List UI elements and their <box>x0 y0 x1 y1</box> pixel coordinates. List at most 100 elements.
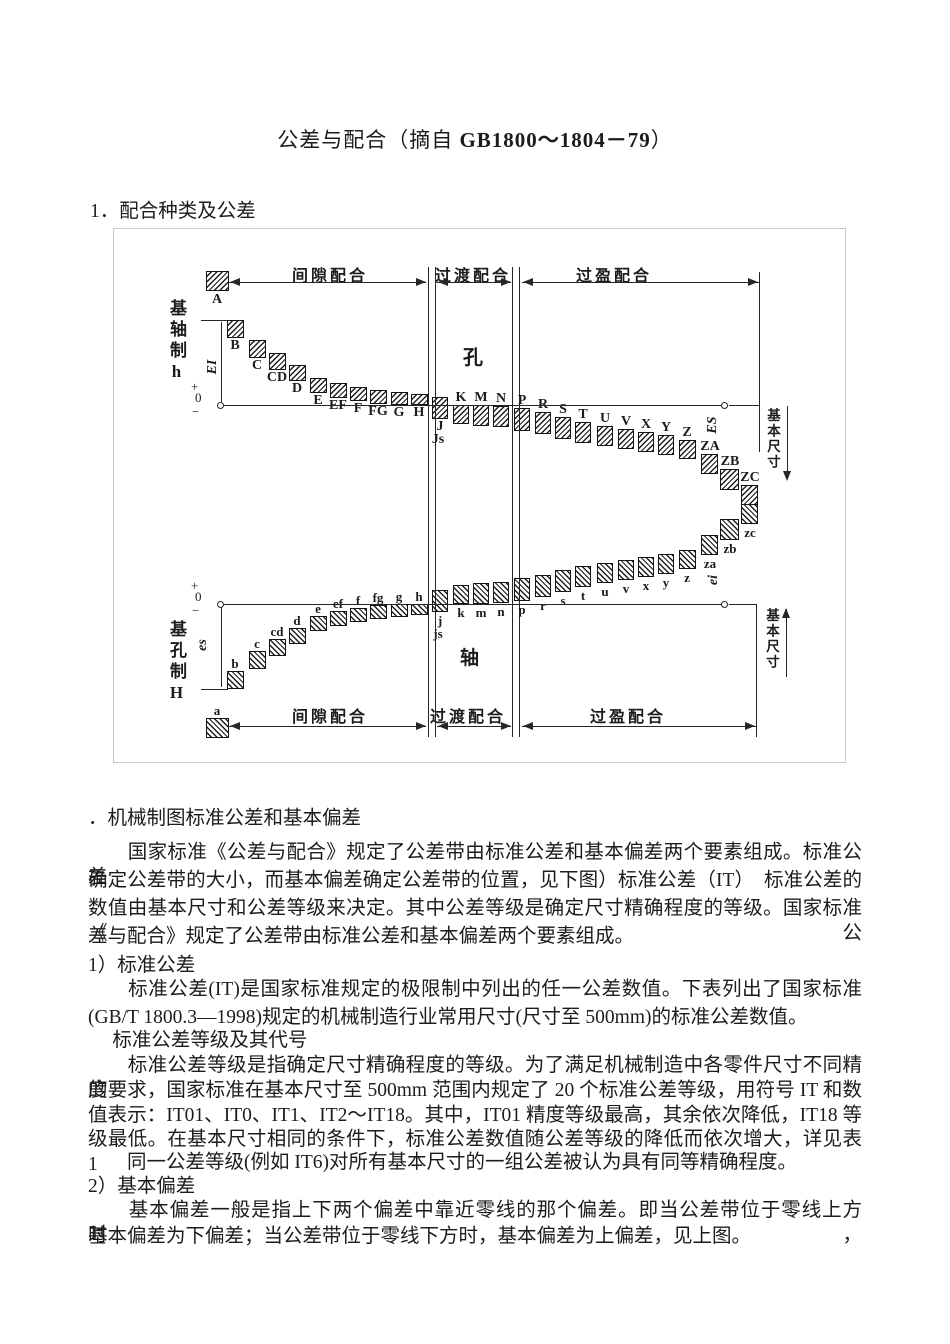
zone-label-FG: FG <box>368 404 388 419</box>
page-title: 公差与配合（摘自 GB1800～1804－79） <box>0 124 950 154</box>
fit-label-bottom-clearance: 间隙配合 <box>291 709 368 726</box>
zone-box-ZC <box>741 485 758 505</box>
zone-box-ef <box>330 611 347 626</box>
dimension-line <box>228 282 426 284</box>
zone-box-m <box>473 583 489 604</box>
page-title-suffix: ） <box>650 128 673 152</box>
zone-box-g <box>391 604 408 617</box>
body-line: 标准公差(IT)是国家标准规定的极限制中列出的任一公差数值。下表列出了国家标准 <box>88 979 862 1000</box>
sub1-heading: 1）标准公差 <box>88 955 196 976</box>
body-line: (GB/T 1800.3—1998)规定的机械制造行业常用尺寸(尺寸至 500m… <box>88 1007 808 1028</box>
zone-box-P <box>514 408 530 431</box>
zone-box-E <box>310 378 327 393</box>
arrowhead-right <box>416 278 426 286</box>
zone-box-X <box>638 432 654 452</box>
zone-label-V: V <box>620 414 632 429</box>
dimension-line <box>221 604 725 606</box>
zone-label-k: k <box>457 605 465 620</box>
zone-label-zb: zb <box>723 541 737 556</box>
zone-box-x <box>638 557 654 577</box>
arrowhead-left <box>438 278 448 286</box>
arrowhead-right <box>748 278 758 286</box>
zone-box-za <box>701 535 718 555</box>
zone-label-C: C <box>251 358 263 373</box>
zone-label-T: T <box>578 407 588 422</box>
zone-label-D: D <box>291 381 303 396</box>
basic-hole-system-label: 基孔制H <box>167 620 186 706</box>
body-line: 差与配合》规定了公差带由标准公差和基本偏差两个要素组成。 <box>88 926 635 947</box>
zone-label-cd: cd <box>270 624 284 639</box>
zone-box-zb <box>720 519 739 540</box>
dimension-line <box>201 320 228 322</box>
zone-label-N: N <box>495 391 507 406</box>
zone-label-P: P <box>517 393 527 408</box>
zone-box-cd <box>269 639 286 656</box>
zone-label-zc: zc <box>744 525 756 540</box>
zone-label-r: r <box>540 598 546 613</box>
zone-box-h <box>411 604 428 615</box>
arrowhead-left <box>523 722 533 730</box>
body-line: 的要求，国家标准在基本尺寸至 500mm 范围内规定了 20 个标准公差等级，用… <box>88 1080 862 1101</box>
dimension-line <box>228 726 426 728</box>
body-line: 国家标准《公差与配合》规定了公差带由标准公差和基本偏差两个要素组成。标准公差 <box>88 842 862 888</box>
zero-line-node <box>721 402 728 409</box>
zone-box-N <box>493 406 509 427</box>
dimension-line <box>437 282 511 284</box>
zone-box-ZA <box>701 454 718 474</box>
fit-label-top-clearance: 间隙配合 <box>291 268 368 285</box>
deviation-label-EI: EI <box>205 359 220 375</box>
dimension-line <box>221 405 725 407</box>
zone-box-Z <box>679 440 696 459</box>
basic-size-label-top: 基本尺寸 <box>765 408 780 470</box>
zone-box-b <box>227 671 244 689</box>
zone-label-R: R <box>538 398 548 412</box>
zero-line-node <box>217 402 224 409</box>
zone-label-m: m <box>475 605 487 620</box>
page-title-standard-code: GB1800～1804－79 <box>459 128 651 152</box>
zone-label-ZA: ZA <box>700 439 720 454</box>
zone-label-b: b <box>231 656 239 671</box>
zone-label-E: E <box>313 393 323 408</box>
dimension-line <box>786 609 788 677</box>
dimension-line <box>729 604 756 606</box>
zone-box-fg <box>370 605 387 619</box>
zone-box-zc <box>741 504 758 524</box>
dimension-line <box>756 604 758 737</box>
zone-box-R <box>535 412 551 434</box>
zone-box-FG <box>370 390 387 404</box>
zone-label-u: u <box>601 584 609 599</box>
zone-label-K: K <box>455 390 467 405</box>
sub2-heading: 2）基本偏差 <box>88 1176 196 1197</box>
zone-box-U <box>597 426 613 446</box>
zone-box-Y <box>658 435 674 455</box>
zone-label-za: za <box>703 556 717 571</box>
zone-label-c: c <box>254 636 260 651</box>
zone-box-B <box>227 320 244 338</box>
arrowhead-left <box>438 722 448 730</box>
zone-box-y <box>658 554 674 574</box>
zone-label-X: X <box>640 417 652 432</box>
zone-box-M <box>473 405 489 426</box>
zone-label-B: B <box>230 338 240 353</box>
zone-box-z <box>679 550 696 569</box>
zone-box-T <box>575 422 591 443</box>
arrowhead-down <box>783 471 791 481</box>
zero-line-node <box>721 601 728 608</box>
zone-label-ZB: ZB <box>720 454 740 469</box>
zone-box-H <box>411 394 428 405</box>
dimension-line <box>201 689 228 691</box>
dimension-line <box>437 726 511 728</box>
fit-label-top-interference: 过盈配合 <box>575 268 652 285</box>
zone-label-G: G <box>393 405 405 420</box>
zone-box-n <box>493 582 509 603</box>
dimension-line <box>435 267 437 737</box>
zone-label-t: t <box>580 588 586 603</box>
zone-label-CD: CD <box>266 370 288 385</box>
arrowhead-right <box>416 722 426 730</box>
zone-label-Y: Y <box>660 420 672 435</box>
arrowhead-right <box>501 722 511 730</box>
basic-shaft-system-label: 基轴制h <box>167 299 186 385</box>
zone-box-EF <box>330 383 347 398</box>
zone-box-G <box>391 392 408 405</box>
